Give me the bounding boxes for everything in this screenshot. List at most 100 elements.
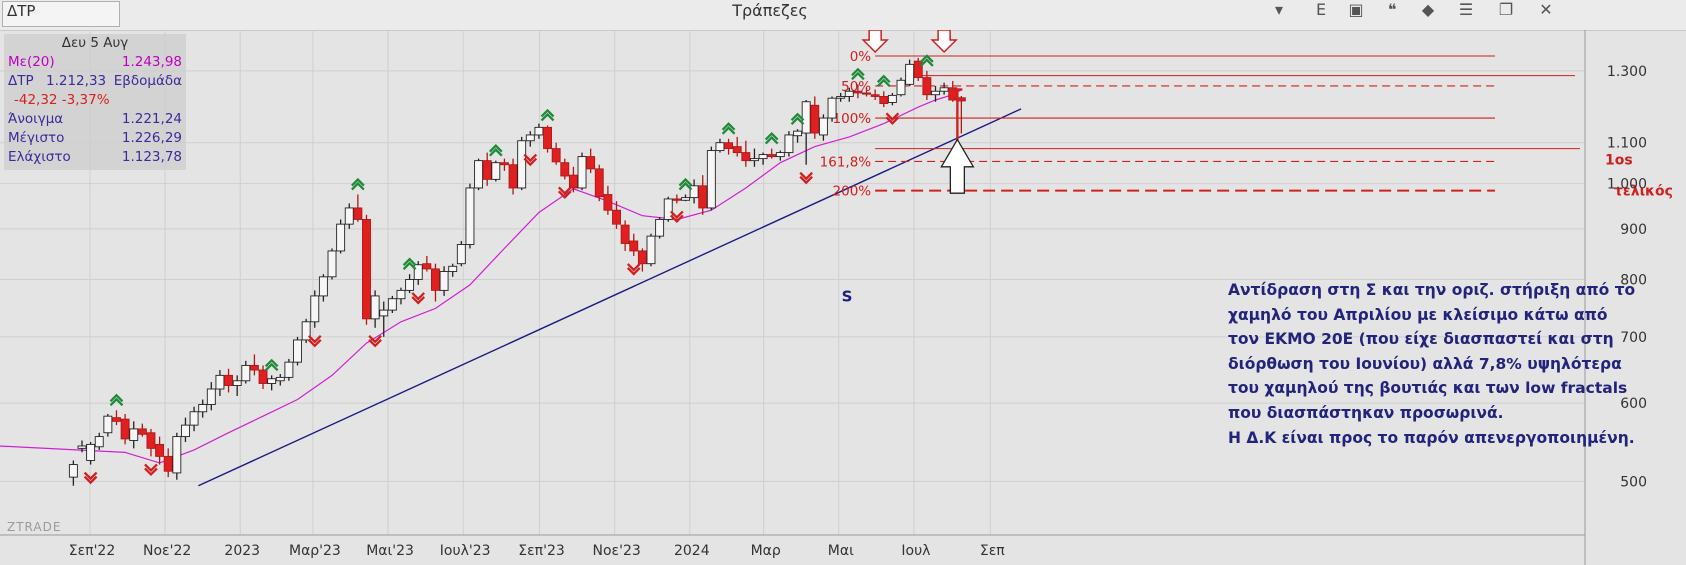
candle-up <box>387 295 397 313</box>
candle-down <box>586 148 596 174</box>
info-low-label: Ελάχιστο <box>8 149 71 165</box>
x-axis: Σεπ'22 Νοε'22 2023 Μαρ'23 Μαι'23 Ιουλ'23 Σεπ'2… <box>69 543 1006 559</box>
candle-body <box>741 152 751 162</box>
candle-up <box>284 358 294 381</box>
candle-body <box>336 223 346 252</box>
symbol-input[interactable]: ΔΤΡ <box>2 1 120 27</box>
candle-body <box>103 415 113 434</box>
save-icon[interactable]: ▣ <box>1348 0 1364 19</box>
candle-up <box>103 413 113 437</box>
fractal-down-icon <box>144 463 158 473</box>
candle-up <box>663 196 673 222</box>
comment-line: διόρθωση του Ιουνίου) αλλά 7,8% υψηλότερ… <box>1228 354 1622 373</box>
fractal-up-icon <box>109 397 124 407</box>
candle-up <box>887 92 897 106</box>
y-axis: 1.300 1.100 1.000 900 800 700 600 500 <box>1607 64 1647 490</box>
candle-body <box>456 244 466 265</box>
y-tick-label: 1.300 <box>1607 64 1647 80</box>
fractal-down-icon <box>368 334 382 344</box>
candle-body <box>758 154 768 160</box>
candle-up <box>68 460 78 486</box>
info-ma-value: 1.243,98 <box>121 54 182 70</box>
candle-up <box>689 179 699 204</box>
e-button[interactable]: E <box>1315 0 1327 19</box>
dropdown-icon[interactable]: ▾ <box>1274 0 1284 19</box>
candle-body <box>543 126 552 150</box>
candle-up <box>534 123 544 139</box>
info-box: Δευ 5 Αυγ Με(20) 1.243,98 ΔΤΡ 1.212,33 Ε… <box>4 34 186 170</box>
candle-down <box>120 413 130 445</box>
candle-up <box>706 146 716 211</box>
x-tick-label: Σεπ <box>980 543 1005 559</box>
candle-up <box>172 432 182 480</box>
candle-body <box>241 364 251 382</box>
candle-body <box>224 374 234 387</box>
y-tick-label: 500 <box>1620 474 1647 490</box>
candle-up <box>180 417 190 443</box>
info-high-value: 1.226,29 <box>121 130 182 146</box>
x-tick-label: Ιουλ <box>901 543 930 559</box>
fractal-up-icon <box>264 358 279 368</box>
candle-up <box>655 217 665 239</box>
fib-level-label: 0% <box>850 49 872 65</box>
fractal-up-icon <box>790 116 805 126</box>
candle-body <box>784 134 794 154</box>
x-tick-label: 2024 <box>674 543 710 559</box>
fractal-down-icon <box>885 116 900 125</box>
fractal-up-icon <box>402 257 417 266</box>
y-tick-label: 600 <box>1620 396 1647 412</box>
candle-up <box>413 261 423 285</box>
candle-up <box>517 136 527 191</box>
candle-down <box>362 214 371 325</box>
candle-down <box>732 136 742 157</box>
candle-up <box>836 92 846 102</box>
candle-body <box>405 279 415 291</box>
trendline <box>198 108 1022 487</box>
candle-body <box>586 156 596 170</box>
fractal-down-icon <box>626 263 641 272</box>
candle-body <box>844 90 854 97</box>
fib-level-label: 100% <box>833 111 872 127</box>
candle-body <box>370 295 380 320</box>
candle-down <box>741 140 751 167</box>
comment-line: χαμηλό του Απριλίου με κλείσιμο κάτω από <box>1228 305 1608 324</box>
info-symbol-label: ΔΤΡ <box>8 73 34 89</box>
candle-body <box>905 63 915 85</box>
fractal-down-icon <box>799 171 813 181</box>
candle-down <box>724 138 734 155</box>
candle-up <box>818 114 828 141</box>
candle-down <box>249 354 259 376</box>
down-arrow-marker-icon <box>861 30 889 54</box>
candle-body <box>646 235 656 265</box>
candle-body <box>275 376 285 382</box>
y-tick-label: 800 <box>1620 273 1647 289</box>
fractal-up-icon <box>721 122 736 131</box>
restore-icon[interactable]: ❐ <box>1498 0 1514 19</box>
lock-icon[interactable]: ◆ <box>1421 0 1435 19</box>
candle-up <box>232 375 242 396</box>
ma-layer <box>0 89 962 464</box>
x-tick-label: Σεπ'22 <box>69 543 116 559</box>
candle-up <box>327 248 337 280</box>
candle-down <box>603 185 613 215</box>
quote-icon[interactable]: ❝ <box>1387 0 1397 19</box>
first-target-label: 1os <box>1605 153 1633 169</box>
candle-up <box>646 233 656 267</box>
menu-icon[interactable]: ☰ <box>1458 0 1474 19</box>
candle-body <box>724 142 734 150</box>
fractal-down-icon <box>307 338 322 348</box>
candle-down <box>594 164 604 202</box>
x-tick-label: Μαι'23 <box>366 543 414 559</box>
candle-up <box>94 432 104 450</box>
candle-up <box>189 406 199 432</box>
candle-body <box>353 207 363 220</box>
fractal-down-icon <box>523 157 538 167</box>
fib-level-label: 200% <box>833 184 872 200</box>
candle-up <box>206 382 216 411</box>
x-tick-label: Μαι <box>828 543 854 559</box>
candle-body <box>793 130 803 137</box>
close-icon[interactable]: ✕ <box>1539 0 1553 19</box>
candle-body <box>189 411 199 426</box>
fractal-up-icon <box>851 71 865 81</box>
candle-up <box>577 152 587 191</box>
